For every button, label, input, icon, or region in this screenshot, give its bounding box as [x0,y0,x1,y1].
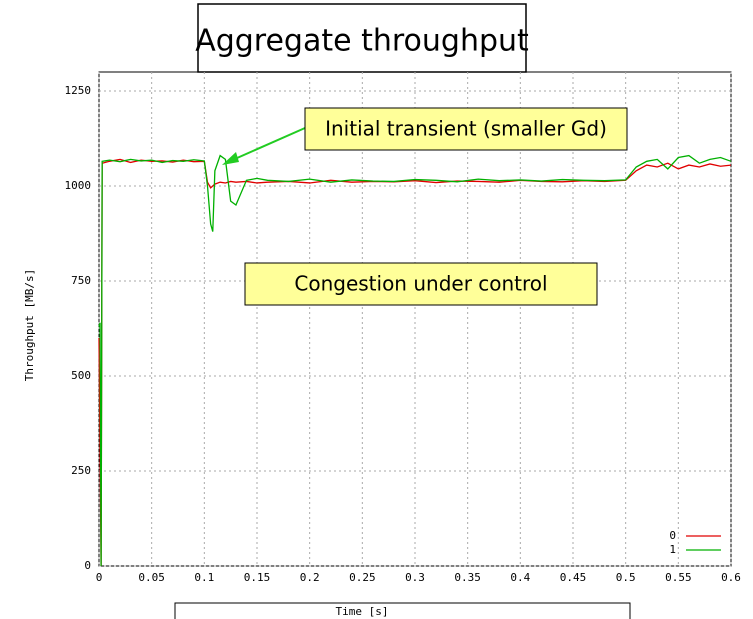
y-tick-label: 500 [71,369,91,382]
x-axis-label: Time [s] [336,605,389,618]
title-box [197,3,527,73]
y-tick-label: 1000 [65,179,92,192]
y-tick-label: 250 [71,464,91,477]
x-tick-label: 0.6 [721,571,741,584]
y-tick-label: 0 [84,559,91,572]
x-tick-label: 0 [96,571,103,584]
legend-label: 0 [669,529,676,542]
x-tick-label: 0.55 [665,571,692,584]
annotation: Initial transient (smaller Gd) [325,117,607,141]
x-tick-label: 0.05 [138,571,165,584]
annotation-arrowhead [222,152,239,165]
annotation: Congestion under control [294,272,547,296]
x-tick-label: 0.45 [560,571,587,584]
x-tick-label: 0.4 [510,571,530,584]
x-tick-label: 0.1 [194,571,214,584]
series-line [98,154,732,567]
y-tick-label: 1250 [65,84,92,97]
annotation-arrow [227,127,306,163]
x-tick-label: 0.3 [405,571,425,584]
y-tick-label: 750 [71,274,91,287]
legend-label: 1 [669,543,676,556]
x-tick-label: 0.5 [616,571,636,584]
chart-title: Aggregate throughput [195,24,529,59]
caption-box [174,602,631,619]
annotation-box [304,107,628,151]
x-tick-label: 0.2 [300,571,320,584]
y-axis-label: Throughput [MB/s] [23,269,36,382]
x-tick-label: 0.35 [454,571,481,584]
annotation-box [244,262,598,306]
x-tick-label: 0.15 [244,571,271,584]
x-tick-label: 0.25 [349,571,376,584]
